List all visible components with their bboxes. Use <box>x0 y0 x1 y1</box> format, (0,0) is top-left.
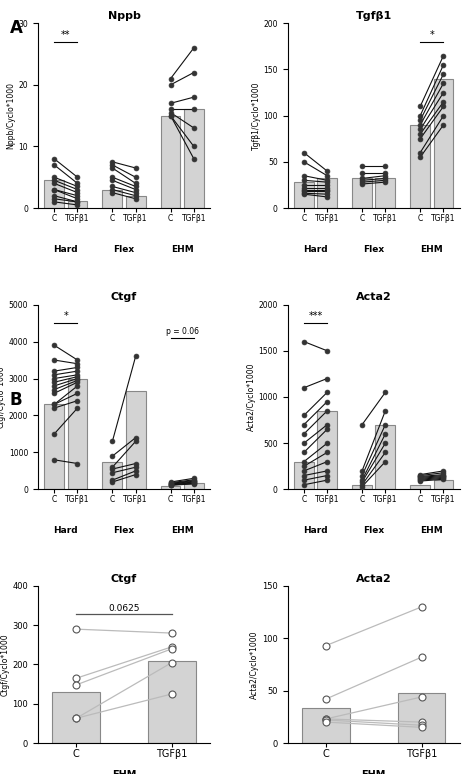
Bar <box>52 692 100 743</box>
Y-axis label: Acta2/Cyclo*1000: Acta2/Cyclo*1000 <box>247 363 255 431</box>
Text: EHM: EHM <box>171 526 193 536</box>
Y-axis label: Acta2/Cyclo*1000: Acta2/Cyclo*1000 <box>250 630 259 699</box>
Title: Acta2: Acta2 <box>356 293 392 303</box>
Text: Hard: Hard <box>54 526 78 536</box>
Text: Flex: Flex <box>113 245 135 254</box>
Text: Hard: Hard <box>54 245 78 254</box>
Text: Flex: Flex <box>363 245 384 254</box>
Bar <box>126 392 146 489</box>
Bar <box>68 378 87 489</box>
Bar <box>352 485 372 489</box>
Bar <box>184 483 204 489</box>
Bar <box>102 461 122 489</box>
Text: Hard: Hard <box>303 245 328 254</box>
Bar <box>375 179 395 208</box>
Bar <box>434 79 454 208</box>
Bar <box>161 115 181 208</box>
Text: Hard: Hard <box>303 526 328 536</box>
Bar <box>126 196 146 208</box>
Text: B: B <box>9 391 22 409</box>
Title: Tgfβ1: Tgfβ1 <box>356 11 392 21</box>
Y-axis label: Tgfβ1/Cyclo*1000: Tgfβ1/Cyclo*1000 <box>252 81 261 150</box>
Text: 0.0625: 0.0625 <box>108 604 140 613</box>
Title: Ctgf: Ctgf <box>111 293 137 303</box>
Text: *: * <box>429 30 434 39</box>
Bar <box>294 182 314 208</box>
Y-axis label: Ctgf/Cyclo*1000: Ctgf/Cyclo*1000 <box>0 633 9 696</box>
Text: Flex: Flex <box>363 526 384 536</box>
Text: A: A <box>9 19 22 37</box>
Bar <box>44 180 64 208</box>
Bar <box>161 486 181 489</box>
Bar <box>302 708 350 743</box>
Text: EHM: EHM <box>420 526 443 536</box>
Bar <box>398 693 446 743</box>
Bar <box>410 485 430 489</box>
Title: Acta2: Acta2 <box>356 574 392 584</box>
Y-axis label: Ctgf/Cyclo*1000: Ctgf/Cyclo*1000 <box>0 365 6 428</box>
Bar <box>294 461 314 489</box>
Bar <box>102 190 122 208</box>
Bar <box>44 404 64 489</box>
X-axis label: EHM: EHM <box>362 769 386 774</box>
X-axis label: EHM: EHM <box>112 769 136 774</box>
Text: EHM: EHM <box>171 245 193 254</box>
Title: Ctgf: Ctgf <box>111 574 137 584</box>
Text: ***: *** <box>309 311 323 321</box>
Bar <box>434 480 454 489</box>
Text: *: * <box>64 311 68 321</box>
Bar <box>317 411 337 489</box>
Y-axis label: Nppb/Cyclo*1000: Nppb/Cyclo*1000 <box>7 82 16 149</box>
Text: **: ** <box>61 30 71 39</box>
Text: EHM: EHM <box>420 245 443 254</box>
Bar <box>410 125 430 208</box>
Text: Flex: Flex <box>113 526 135 536</box>
Bar <box>148 660 196 743</box>
Bar <box>375 425 395 489</box>
Bar <box>68 200 87 208</box>
Text: p = 0.06: p = 0.06 <box>166 327 199 336</box>
Bar <box>352 179 372 208</box>
Bar <box>184 109 204 208</box>
Title: Nppb: Nppb <box>108 11 140 21</box>
Bar <box>317 179 337 208</box>
